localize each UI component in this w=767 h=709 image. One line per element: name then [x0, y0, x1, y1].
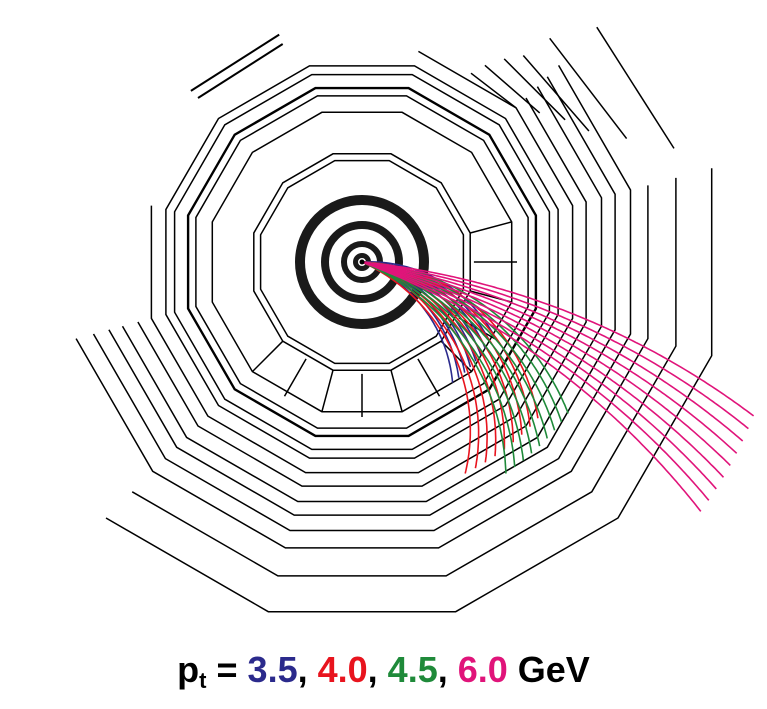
calorimeter-segment-1: [417, 358, 441, 397]
upper-right-chamber-1: [484, 64, 541, 114]
muon-chamber-7: [105, 168, 713, 613]
track-3-8: [361, 261, 702, 512]
pt-caption: pt = 3.5, 4.0, 4.5, 6.0 GeV: [0, 644, 767, 696]
label-separator: ,: [437, 649, 458, 690]
track-3-2: [361, 261, 744, 442]
track-3-4: [361, 261, 731, 466]
track-1-8: [361, 261, 472, 474]
track-2-6: [361, 261, 525, 461]
pt-subscript: t: [199, 668, 207, 693]
track-2-8: [361, 261, 507, 474]
upper-right-chamber-4: [549, 37, 628, 140]
calorimeter-divider-2: [390, 370, 403, 412]
particle-tracks: [361, 261, 755, 512]
label-separator: ,: [367, 649, 388, 690]
calorimeter-divider-3: [321, 370, 334, 412]
upper-right-chamber-5: [596, 26, 675, 149]
vertex-ring-3: [295, 195, 429, 329]
label-separator: ,: [297, 649, 318, 690]
equals-sign: =: [206, 649, 238, 690]
momentum-label-1: 4.0: [317, 649, 368, 690]
detector-layers: [75, 26, 713, 613]
solenoid-shell-3: [165, 65, 559, 459]
momentum-label-3: 6.0: [457, 649, 508, 690]
calorimeter-outer: [211, 111, 513, 413]
tracker-shell-0: [259, 159, 465, 365]
solenoid-shell-0: [195, 95, 529, 429]
track-3-0: [361, 261, 755, 417]
upper-right-chamber-2: [503, 58, 566, 121]
vertex-ring-2: [321, 221, 403, 303]
vertex-detector-rings: [295, 195, 429, 329]
track-3-1: [361, 261, 749, 430]
momentum-label-0: 3.5: [247, 649, 298, 690]
muon-chamber-0: [150, 50, 574, 474]
upper-left-chamber-1: [190, 33, 280, 92]
muon-chamber-2: [121, 86, 603, 503]
pt-symbol: p: [177, 649, 200, 690]
muon-chamber-6: [131, 177, 677, 577]
calorimeter-divider-11: [470, 221, 512, 234]
solenoid-shell-1: [186, 86, 538, 438]
upper-right-chamber-3: [522, 55, 590, 132]
muon-chamber-3: [108, 76, 616, 516]
interaction-point: [359, 259, 365, 265]
muon-chamber-5: [75, 185, 649, 549]
muon-chamber-4: [92, 65, 632, 532]
calorimeter-divider-4: [251, 340, 284, 373]
upper-right-chamber-0: [470, 72, 517, 109]
upper-left-chamber-0: [197, 43, 284, 99]
track-2-7: [361, 261, 516, 468]
track-3-7: [361, 261, 710, 501]
solenoid-shell-2: [173, 73, 551, 451]
momentum-labels: 3.5, 4.0, 4.5, 6.0: [248, 649, 508, 690]
calorimeter-segment-3: [283, 358, 307, 397]
track-3-5: [361, 261, 725, 478]
track-3-6: [361, 261, 717, 490]
momentum-label-2: 4.5: [387, 649, 438, 690]
muon-chamber-1: [137, 97, 587, 487]
unit-label: GeV: [507, 649, 590, 690]
track-3-3: [361, 261, 738, 454]
